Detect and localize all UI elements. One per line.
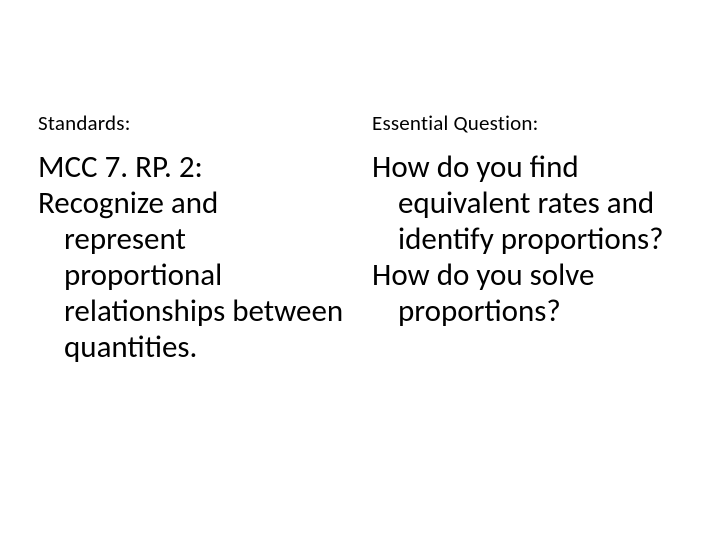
eq-heading: Essential Question: bbox=[372, 110, 682, 136]
eq-line-3: How do you solve bbox=[372, 258, 682, 294]
standards-line-3: represent proportional relationships bet… bbox=[38, 222, 348, 366]
right-column: Essential Question: How do you find equi… bbox=[368, 110, 682, 540]
slide: Standards: MCC 7. RP. 2: Recognize and r… bbox=[0, 0, 720, 540]
left-column: Standards: MCC 7. RP. 2: Recognize and r… bbox=[38, 110, 368, 540]
standards-body: MCC 7. RP. 2: Recognize and represent pr… bbox=[38, 150, 348, 366]
standards-line-1: MCC 7. RP. 2: bbox=[38, 150, 348, 186]
eq-line-4: proportions? bbox=[372, 294, 682, 330]
eq-line-1: How do you find bbox=[372, 150, 682, 186]
eq-body: How do you find equivalent rates and ide… bbox=[372, 150, 682, 330]
eq-line-2: equivalent rates and identify proportion… bbox=[372, 186, 682, 258]
standards-heading: Standards: bbox=[38, 110, 348, 136]
standards-line-2: Recognize and bbox=[38, 186, 348, 222]
